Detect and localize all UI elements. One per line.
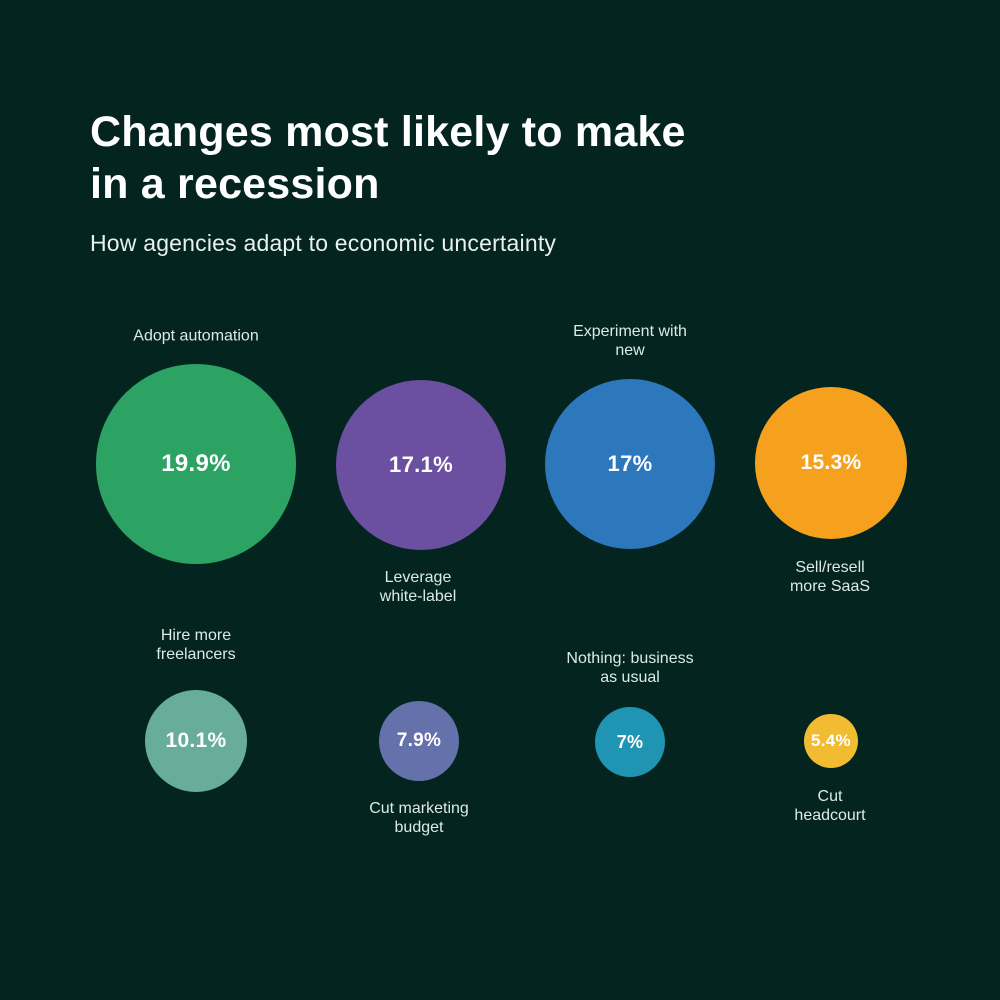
bubble-value-nothing-business-as-usual: 7% [616, 731, 644, 752]
bubble-circle-hire-more-freelancers: 10.1% [145, 690, 247, 792]
bubble-label-leverage-white-label: Leverage white-label [380, 568, 456, 606]
bubble-label-line: budget [394, 819, 444, 836]
bubble-label-line: Hire more [160, 627, 232, 644]
bubble-label-line: Adopt automation [133, 327, 259, 345]
bubble-value-sell-resell-more-saas: 15.3% [800, 451, 862, 474]
bubble-value-cut-marketing-budget: 7.9% [396, 730, 442, 751]
bubble-circle-cut-marketing-budget: 7.9% [379, 701, 459, 781]
bubble-value-adopt-automation: 19.9% [161, 450, 231, 477]
bubble-label-line: Experiment with [573, 323, 687, 340]
bubble-label-line: Cut [817, 788, 843, 805]
bubble-value-experiment-with-new: 17% [607, 451, 653, 476]
bubble-label-line: Cut marketing [369, 800, 469, 817]
bubble-value-hire-more-freelancers: 10.1% [165, 729, 227, 752]
bubble-circle-sell-resell-more-saas: 15.3% [755, 387, 907, 539]
bubble-circle-adopt-automation: 19.9% [96, 364, 296, 564]
header: Changes most likely to make in a recessi… [90, 106, 930, 257]
bubble-label-nothing-business-as-usual: Nothing: business as usual [566, 649, 693, 687]
bubble-label-line: new [615, 342, 645, 359]
bubble-circle-experiment-with-new: 17% [545, 379, 715, 549]
bubble-label-line: more SaaS [789, 578, 871, 595]
bubble-label-line: freelancers [156, 646, 236, 663]
bubble-label-hire-more-freelancers: Hire more freelancers [156, 626, 235, 664]
bubble-label-line: headcourt [794, 807, 866, 824]
bubble-circle-leverage-white-label: 17.1% [336, 380, 506, 550]
bubble-label-line: as usual [600, 669, 660, 686]
bubble-label-sell-resell-more-saas: Sell/resell more SaaS [790, 558, 870, 596]
bubble-value-leverage-white-label: 17.1% [389, 452, 453, 477]
page-title-line1: Changes most likely to make [90, 108, 686, 156]
bubble-label-line: Leverage [384, 569, 452, 586]
bubble-label-line: Sell/resell [795, 559, 865, 576]
page-title: Changes most likely to make in a recessi… [90, 106, 930, 210]
bubble-circle-nothing-business-as-usual: 7% [595, 707, 665, 777]
bubble-label-cut-headcourt: Cut headcourt [794, 787, 865, 825]
bubble-label-experiment-with-new: Experiment with new [573, 322, 687, 360]
page-title-line2: in a recession [90, 160, 380, 208]
bubble-circle-cut-headcourt: 5.4% [804, 714, 858, 768]
page-subtitle: How agencies adapt to economic uncertain… [90, 230, 557, 256]
bubble-label-line: Nothing: business [566, 650, 694, 667]
bubble-label-cut-marketing-budget: Cut marketing budget [369, 799, 469, 837]
bubble-value-cut-headcourt: 5.4% [811, 731, 851, 750]
bubble-label-line: white-label [379, 588, 457, 605]
bubble-label-adopt-automation: Adopt automation [133, 327, 258, 346]
